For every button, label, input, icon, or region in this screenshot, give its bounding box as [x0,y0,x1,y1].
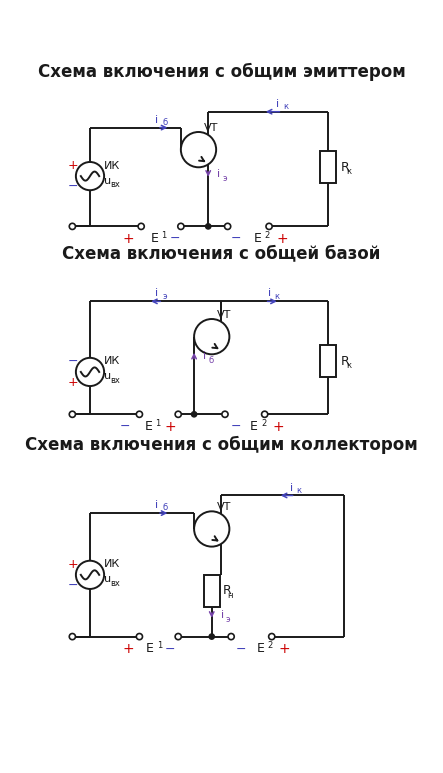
Circle shape [138,223,144,230]
Circle shape [194,511,229,547]
Text: вх: вх [110,376,120,385]
Text: б: б [162,117,167,127]
Text: i: i [276,99,280,109]
Text: б: б [208,356,214,365]
Text: +: + [122,642,134,656]
Text: −: − [236,642,246,656]
Text: +: + [276,232,288,246]
Text: R: R [341,355,349,368]
Text: −: − [68,180,78,193]
Text: к: к [346,167,351,176]
Text: i: i [217,169,220,179]
Text: Схема включения с общим эмиттером: Схема включения с общим эмиттером [38,63,405,81]
Text: u: u [104,175,111,186]
Bar [320,152,336,183]
Text: Схема включения с общей базой: Схема включения с общей базой [62,244,381,262]
Text: ИК: ИК [104,559,120,569]
Text: i: i [203,351,206,361]
Text: +: + [164,420,176,434]
Circle shape [209,634,214,639]
Text: э: э [226,615,230,625]
Text: i: i [155,114,159,124]
Text: −: − [231,421,242,433]
Text: 1: 1 [161,230,167,240]
Text: 1: 1 [155,419,160,427]
Circle shape [76,358,104,386]
Text: R: R [222,584,231,598]
Text: −: − [120,421,131,433]
Text: i: i [290,482,293,492]
Text: 2: 2 [267,641,272,650]
Text: −: − [68,355,78,368]
Text: −: − [165,642,175,656]
Text: б: б [162,503,167,512]
Text: VT: VT [217,502,231,512]
Text: ИК: ИК [104,356,120,366]
Text: VT: VT [204,123,218,133]
Text: u: u [104,371,111,381]
Text: +: + [68,159,78,172]
Text: к: к [274,291,280,301]
Circle shape [261,411,268,417]
Text: i: i [221,611,224,621]
Text: к: к [346,361,351,370]
Text: вх: вх [110,180,120,189]
Circle shape [76,560,104,589]
Text: к: к [283,102,288,111]
Circle shape [136,634,143,640]
Circle shape [266,223,272,230]
Text: i: i [155,288,159,298]
Circle shape [175,634,181,640]
Circle shape [175,411,181,417]
Text: u: u [104,574,111,584]
Text: н: н [228,591,233,600]
Text: 2: 2 [264,230,270,240]
Circle shape [178,223,184,230]
Text: +: + [68,376,78,389]
Text: E: E [146,642,154,656]
Text: +: + [272,420,284,434]
Text: э: э [222,174,227,183]
Text: i: i [155,500,159,510]
Circle shape [206,223,211,229]
Circle shape [69,411,75,417]
Text: E: E [250,421,258,433]
Text: E: E [254,232,261,245]
Text: 1: 1 [157,641,162,650]
Text: i: i [268,288,271,298]
Circle shape [222,411,228,417]
Circle shape [225,223,231,230]
Text: E: E [151,232,158,245]
Text: э: э [162,291,167,301]
Bar [320,346,336,377]
Text: +: + [68,558,78,570]
Circle shape [181,132,216,167]
Text: ИК: ИК [104,161,120,171]
Circle shape [76,162,104,190]
Text: +: + [122,232,134,246]
Circle shape [69,634,75,640]
Bar [204,575,220,607]
Circle shape [191,412,197,417]
Text: к: к [296,485,302,495]
Circle shape [268,634,275,640]
Circle shape [136,411,143,417]
Circle shape [194,319,229,354]
Text: −: − [231,232,242,245]
Text: Схема включения с общим коллектором: Схема включения с общим коллектором [25,436,418,455]
Text: +: + [278,642,290,656]
Text: −: − [68,579,78,592]
Text: R: R [341,161,349,174]
Text: 2: 2 [261,419,266,427]
Circle shape [228,634,234,640]
Text: −: − [169,232,180,245]
Text: вх: вх [110,579,120,588]
Text: E: E [256,642,264,656]
Text: E: E [144,421,152,433]
Text: VT: VT [217,310,231,319]
Circle shape [69,223,75,230]
